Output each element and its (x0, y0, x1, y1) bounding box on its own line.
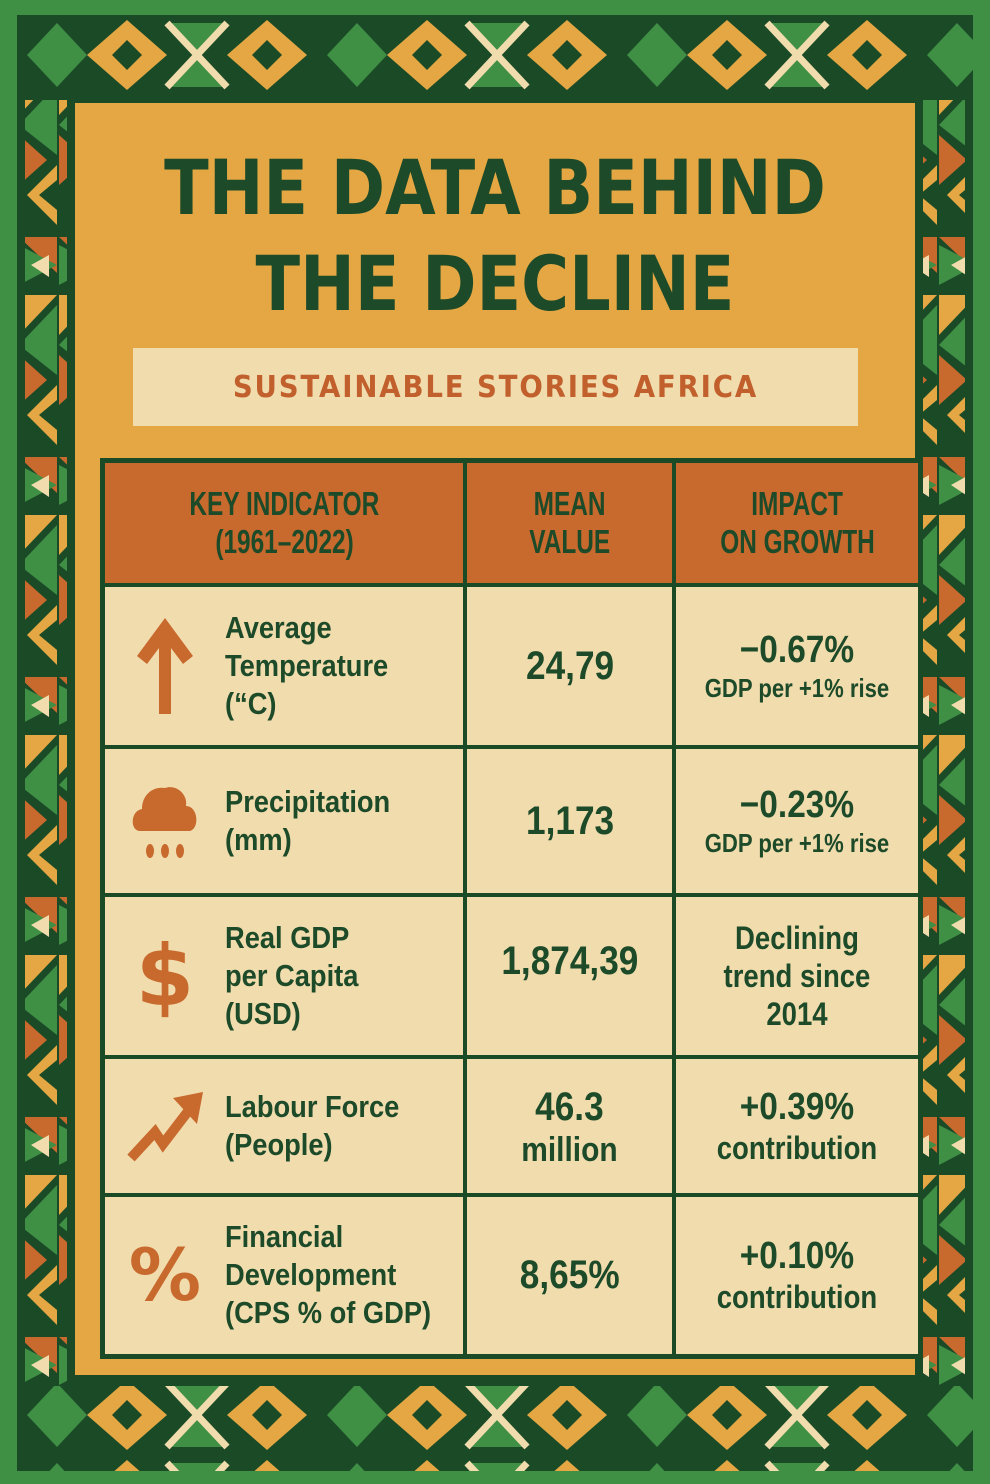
mean-cell: 1,874,39 (463, 892, 677, 1059)
tribal-pattern-border (17, 15, 973, 1471)
mean-cell: 8,65% (463, 1192, 677, 1359)
dollar-icon: $ (135, 926, 195, 1025)
table-row: Average Temperature (“C) 24,79 −0.67% GD… (100, 582, 923, 749)
indicator-cell: Labour Force (People) (100, 1054, 468, 1197)
title-line-1: THE DATA BEHIND (164, 143, 826, 232)
table-row: Precipitation (mm) 1,173 −0.23% GDP per … (100, 744, 923, 897)
indicator-table: KEY INDICATOR (1961–2022) MEAN VALUE IMPAC… (100, 458, 923, 1359)
indicator-cell: Precipitation (mm) (100, 744, 468, 897)
header-mean-value: MEAN VALUE (463, 458, 677, 587)
header-key-indicator: KEY INDICATOR (1961–2022) (100, 458, 468, 587)
subtitle-text: SUSTAINABLE STORIES AFRICA (232, 369, 759, 405)
table-row: % Financial Development (CPS % of GDP) 8… (100, 1192, 923, 1359)
indicator-cell: Average Temperature (“C) (100, 582, 468, 749)
rain-cloud-icon (105, 776, 225, 866)
impact-cell: −0.67% GDP per +1% rise (672, 582, 923, 749)
mean-cell: 46.3 million (463, 1054, 677, 1197)
table-header-row: KEY INDICATOR (1961–2022) MEAN VALUE IMPAC… (100, 458, 923, 587)
indicator-cell: $ Real GDP per Capita (USD) (100, 892, 468, 1059)
subtitle-banner: SUSTAINABLE STORIES AFRICA (133, 348, 858, 426)
table-row: $ Real GDP per Capita (USD) 1,874,39 Dec… (100, 892, 923, 1059)
mean-cell: 1,173 (463, 744, 677, 897)
impact-cell: +0.10% contribution (672, 1192, 923, 1359)
impact-cell: Declining trend since 2014 (672, 892, 923, 1059)
title-line-2: THE DECLINE (255, 239, 735, 328)
header-impact-on-growth: IMPACT ON GROWTH (672, 458, 923, 587)
table-row: Labour Force (People) 46.3 million +0.39… (100, 1054, 923, 1197)
page-title: THE DATA BEHIND THE DECLINE (131, 140, 859, 332)
mean-cell: 24,79 (463, 582, 677, 749)
impact-cell: −0.23% GDP per +1% rise (672, 744, 923, 897)
impact-cell: +0.39% contribution (672, 1054, 923, 1197)
percent-icon: % (128, 1233, 202, 1318)
indicator-cell: % Financial Development (CPS % of GDP) (100, 1192, 468, 1359)
trending-up-icon (105, 1086, 225, 1166)
arrow-up-icon (105, 616, 225, 716)
